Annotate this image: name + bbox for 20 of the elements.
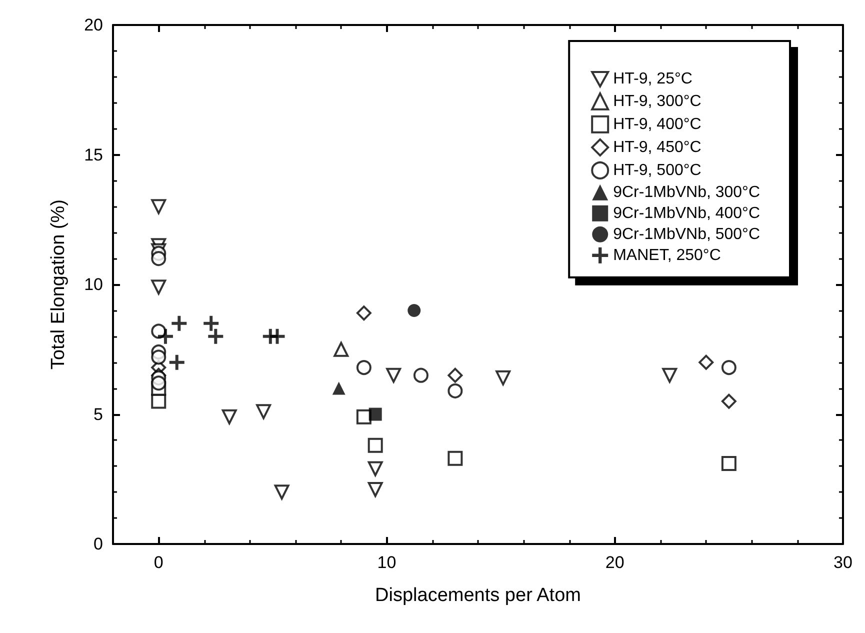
y-tick-label: 20 — [84, 16, 103, 34]
y-tick-label: 0 — [94, 534, 103, 554]
y-tick-label: 15 — [84, 145, 103, 164]
legend-label: MANET, 250°C — [613, 246, 721, 264]
legend-label: 9Cr-1MbVNb, 300°C — [613, 184, 760, 201]
legend-label: 9Cr-1MbVNb, 500°C — [613, 226, 760, 243]
legend-label: 9Cr-1MbVNb, 400°C — [613, 204, 760, 222]
x-axis-title: Displacements per Atom — [375, 585, 581, 606]
x-tick-label: 10 — [377, 553, 396, 572]
x-tick-label: 30 — [834, 553, 852, 572]
legend-label: HT-9, 500°C — [613, 162, 702, 179]
legend-label: HT-9, 300°C — [613, 92, 702, 110]
x-tick-label: 20 — [605, 553, 624, 572]
y-axis-title: Total Elongation (%) — [48, 199, 69, 370]
y-tick-label: 10 — [84, 275, 103, 294]
y-tick-label: 5 — [94, 404, 103, 424]
x-tick-label: 0 — [154, 553, 164, 572]
legend-label: HT-9, 400°C — [613, 116, 702, 133]
legend-label: HT-9, 25°C — [613, 70, 692, 88]
legend-label: HT-9, 450°C — [613, 138, 702, 156]
